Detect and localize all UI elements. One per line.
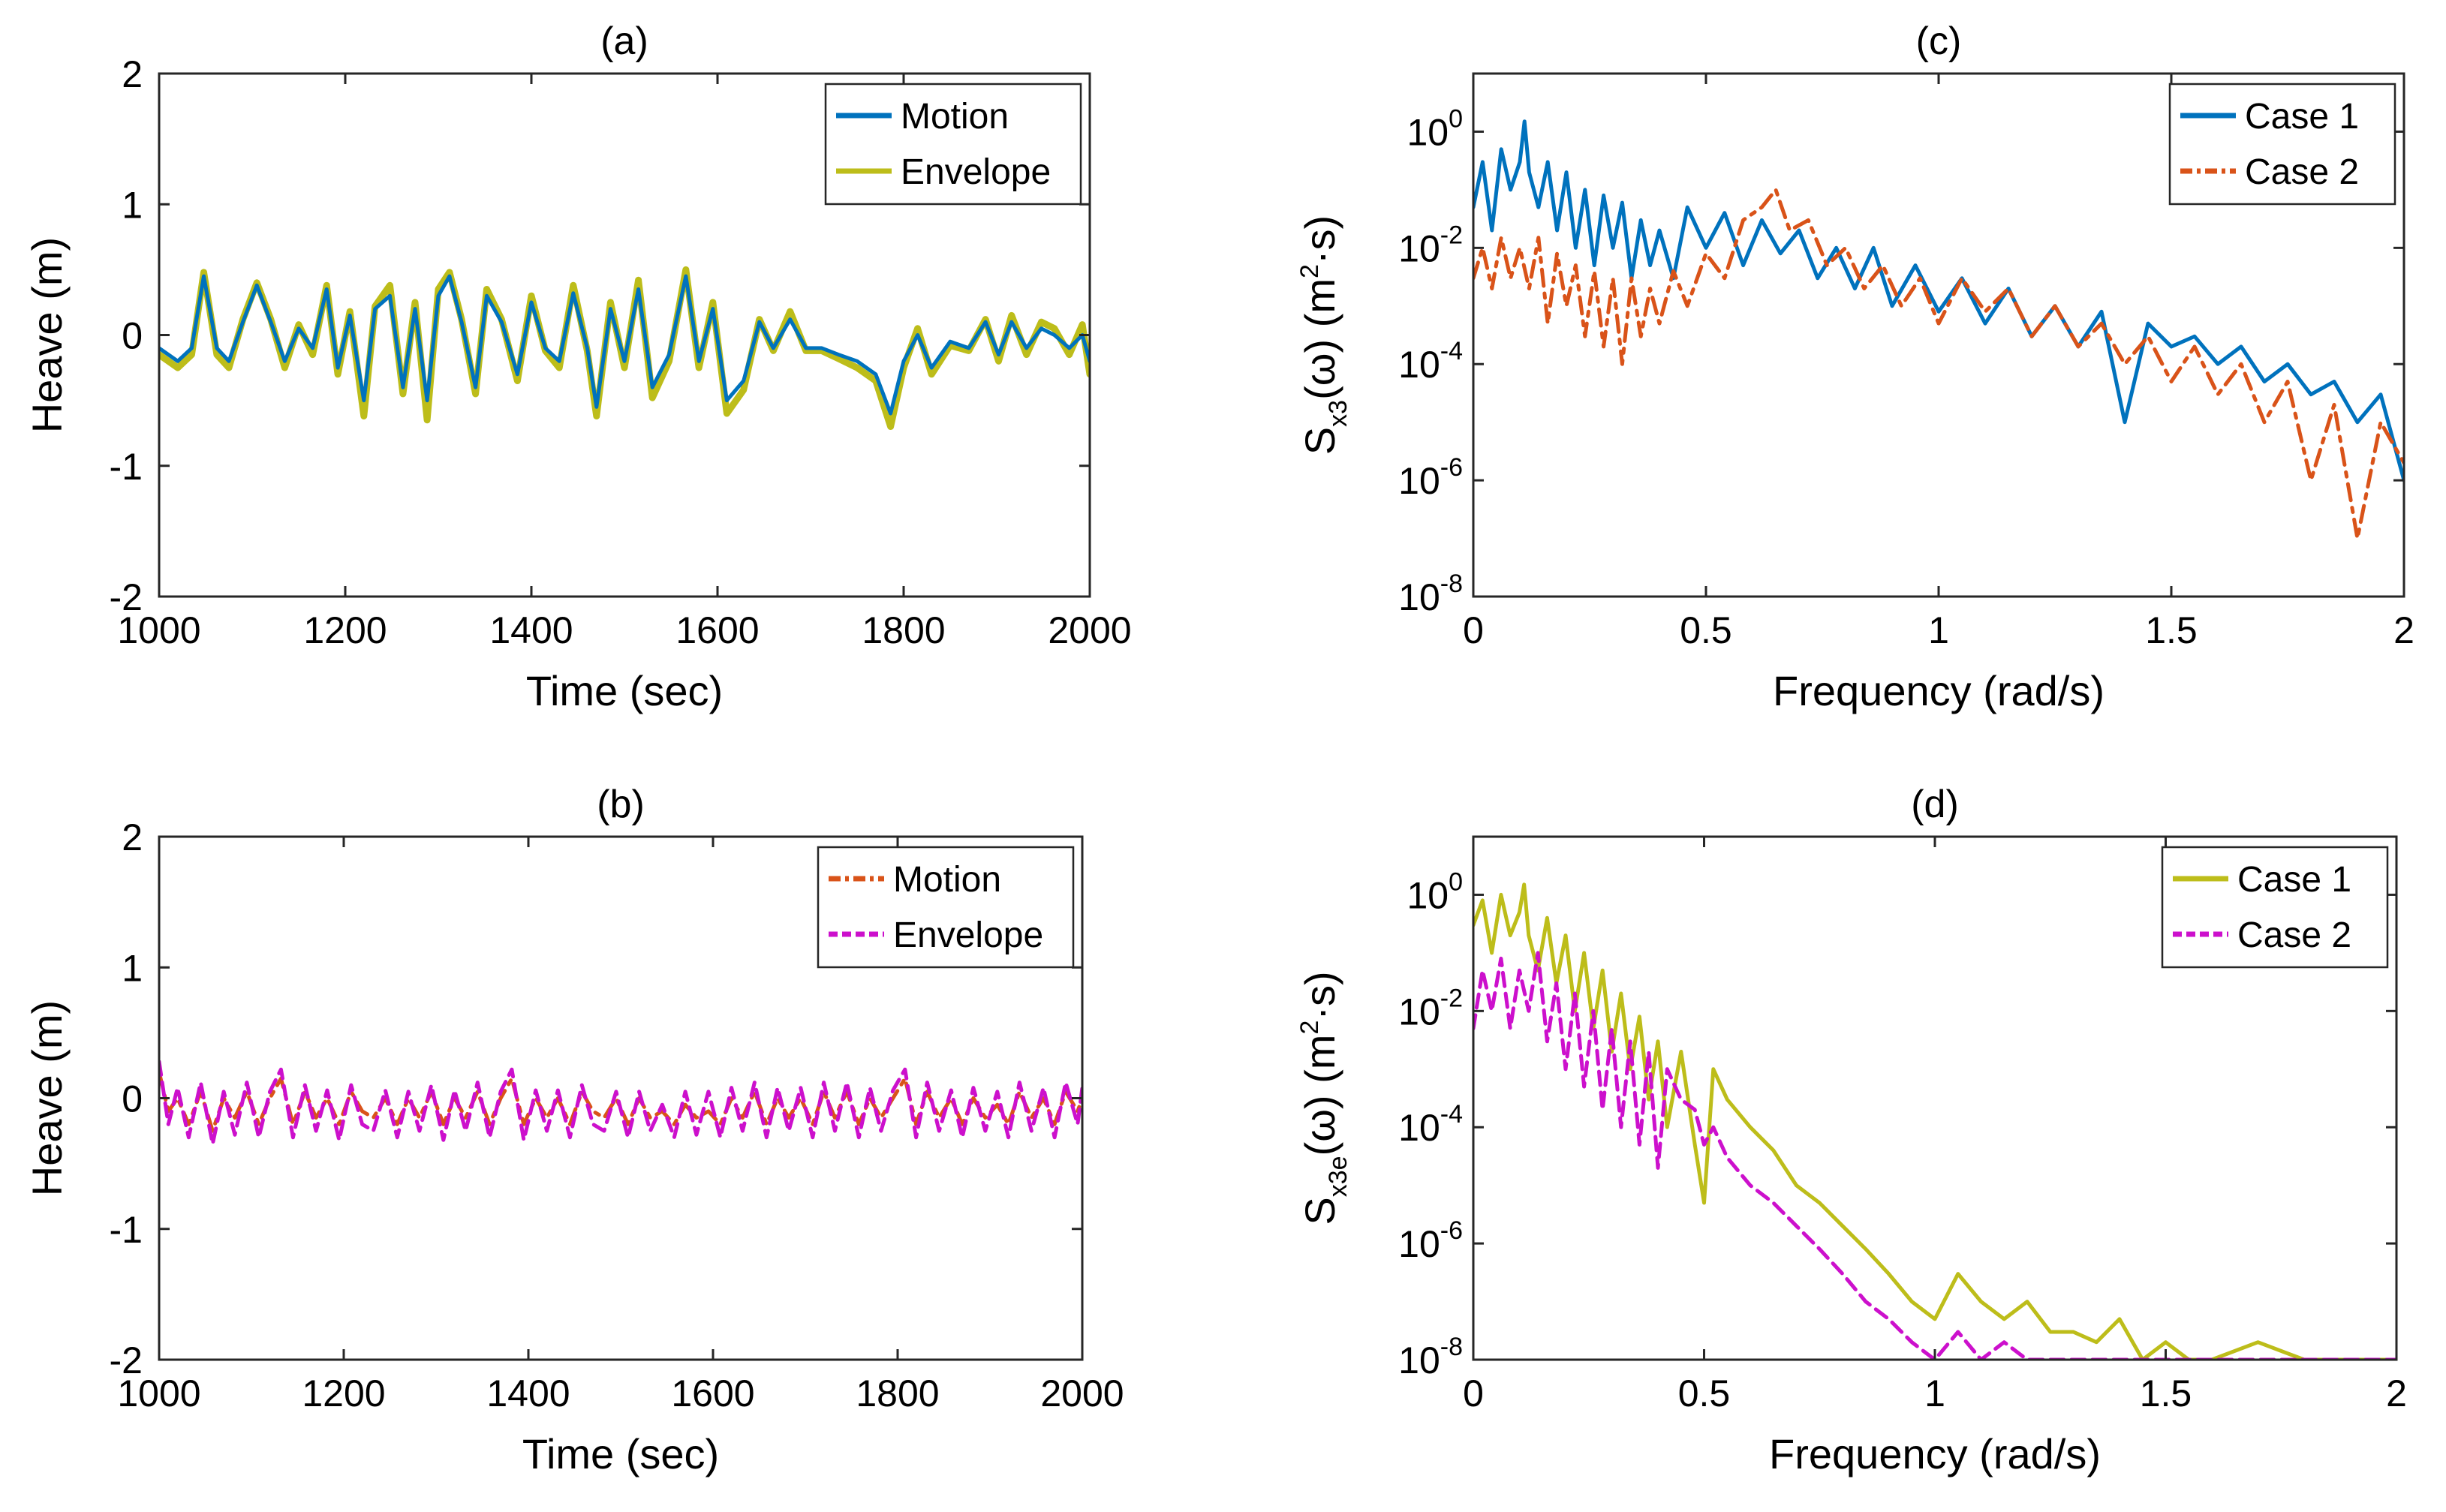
legend-label: Case 2 — [2245, 152, 2359, 192]
x-axis-label: Frequency (rad/s) — [1769, 1430, 2101, 1477]
y-tick-label: 0 — [122, 1078, 143, 1120]
y-label-end: ·s) — [1296, 215, 1343, 264]
legend: Case 1 Case 2 — [2170, 84, 2395, 204]
legend: Motion Envelope — [818, 847, 1073, 967]
x-tick-label: 2000 — [1048, 609, 1131, 651]
y-tick-label: 100 — [1407, 867, 1463, 916]
y-tick-base: 10 — [1398, 576, 1440, 618]
y-tick-base: 10 — [1398, 1107, 1440, 1149]
y-tick-base: 10 — [1398, 227, 1440, 269]
y-tick-label: 10-8 — [1398, 570, 1463, 618]
chart-panel-b: 1000 1200 1400 1600 1800 2000 2 1 0 -1 -2 (b) Time (… — [23, 783, 1124, 1477]
y-tick-exponent: -6 — [1440, 1216, 1463, 1245]
y-tick-exponent: -4 — [1440, 1100, 1463, 1129]
y-tick-label: 10-2 — [1398, 984, 1463, 1033]
x-axis-label: Time (sec) — [526, 667, 723, 714]
legend-label: Envelope — [901, 152, 1051, 192]
x-tick-label: 1 — [1924, 1372, 1945, 1414]
y-tick-label: 0 — [122, 315, 143, 357]
x-tick-label: 2 — [2393, 609, 2414, 651]
y-tick-label: 10-2 — [1398, 221, 1463, 269]
x-tick-label: 0 — [1463, 609, 1484, 651]
legend: Motion Envelope — [826, 84, 1081, 204]
y-label-superscript: 2 — [1295, 264, 1324, 278]
y-label-subscript: x3e — [1324, 1156, 1352, 1197]
y-tick-base: 10 — [1398, 1223, 1440, 1265]
y-tick-exponent: -6 — [1440, 453, 1463, 482]
y-axis-label: Sx3(ω) (m2·s) — [1295, 215, 1352, 455]
y-tick-base: 10 — [1407, 874, 1449, 916]
y-tick-label: 10-6 — [1398, 1216, 1463, 1265]
y-tick-base: 10 — [1407, 111, 1449, 153]
legend-label: Case 1 — [2237, 860, 2351, 900]
y-tick-exponent: -8 — [1440, 570, 1463, 598]
x-tick-label: 1400 — [486, 1372, 570, 1414]
x-tick-label: 0.5 — [1678, 1372, 1731, 1414]
panel-title: (a) — [600, 20, 648, 63]
y-tick-label: 2 — [122, 816, 143, 858]
y-tick-label: 2 — [122, 53, 143, 95]
y-tick-exponent: -4 — [1440, 337, 1463, 365]
x-tick-label: 1 — [1928, 609, 1949, 651]
y-label-subscript: x3 — [1324, 400, 1352, 427]
x-tick-label: 1600 — [671, 1372, 754, 1414]
x-tick-label: 0.5 — [1680, 609, 1732, 651]
y-tick-label: 1 — [122, 184, 143, 226]
y-label-main: S — [1296, 1197, 1343, 1225]
x-tick-label: 1400 — [489, 609, 573, 651]
y-label-mid: (ω) (m — [1296, 278, 1343, 400]
legend-label: Case 1 — [2245, 97, 2359, 137]
x-tick-label: 1200 — [302, 1372, 385, 1414]
y-tick-label: 10-4 — [1398, 1100, 1463, 1149]
x-tick-label: 1.5 — [2145, 609, 2198, 651]
y-tick-label: 10-8 — [1398, 1333, 1463, 1381]
y-axis-label: Heave (m) — [23, 1000, 71, 1196]
y-tick-exponent: -2 — [1440, 221, 1463, 249]
legend: Case 1 Case 2 — [2162, 847, 2387, 967]
y-tick-base: 10 — [1398, 990, 1440, 1033]
y-tick-exponent: -2 — [1440, 984, 1463, 1012]
legend-label: Case 2 — [2237, 915, 2351, 955]
y-axis-label: Sx3e(ω) (m2·s) — [1295, 971, 1352, 1225]
y-tick-label: -1 — [110, 1209, 143, 1251]
legend-label: Envelope — [893, 915, 1043, 955]
y-tick-label: 1 — [122, 947, 143, 989]
y-tick-exponent: -8 — [1440, 1333, 1463, 1361]
y-label-main: S — [1296, 427, 1343, 455]
y-label-mid: (ω) (m — [1296, 1035, 1343, 1156]
y-tick-exponent: 0 — [1449, 867, 1463, 896]
y-tick-label: -2 — [110, 576, 143, 618]
y-tick-label: 100 — [1407, 104, 1463, 153]
legend-label: Motion — [901, 97, 1009, 137]
y-label-superscript: 2 — [1295, 1021, 1324, 1035]
x-axis-label: Frequency (rad/s) — [1773, 667, 2105, 714]
chart-panel-c: 0 0.5 1 1.5 210010-210-410-610-8(c)Frequency… — [1295, 20, 2414, 714]
x-axis-label: Time (sec) — [522, 1430, 719, 1477]
y-tick-base: 10 — [1398, 344, 1440, 386]
panel-title: (b) — [597, 783, 645, 826]
y-tick-label: -2 — [110, 1339, 143, 1381]
x-tick-label: 1600 — [675, 609, 759, 651]
panel-title: (c) — [1916, 20, 1962, 63]
chart-panel-a: 1000 1200 1400 1600 1800 2000 2 1 0 -1 -2 (a) Time (… — [23, 20, 1132, 714]
x-tick-label: 0 — [1463, 1372, 1484, 1414]
panel-title: (d) — [1911, 783, 1959, 826]
x-tick-label: 1200 — [303, 609, 387, 651]
y-label-end: ·s) — [1296, 971, 1343, 1020]
y-tick-base: 10 — [1398, 1339, 1440, 1381]
x-tick-label: 1800 — [856, 1372, 939, 1414]
x-tick-label: 2 — [2386, 1372, 2407, 1414]
y-tick-label: -1 — [110, 446, 143, 488]
y-tick-label: 10-4 — [1398, 337, 1463, 386]
y-axis-label: Heave (m) — [23, 237, 71, 433]
y-tick-exponent: 0 — [1449, 104, 1463, 133]
y-tick-base: 10 — [1398, 460, 1440, 502]
x-tick-label: 2000 — [1040, 1372, 1124, 1414]
chart-panel-d: 0 0.5 1 1.5 210010-210-410-610-8(d)Frequency… — [1295, 783, 2407, 1477]
legend-label: Motion — [893, 860, 1001, 900]
x-tick-label: 1.5 — [2140, 1372, 2192, 1414]
x-tick-label: 1800 — [862, 609, 945, 651]
y-tick-label: 10-6 — [1398, 453, 1463, 502]
